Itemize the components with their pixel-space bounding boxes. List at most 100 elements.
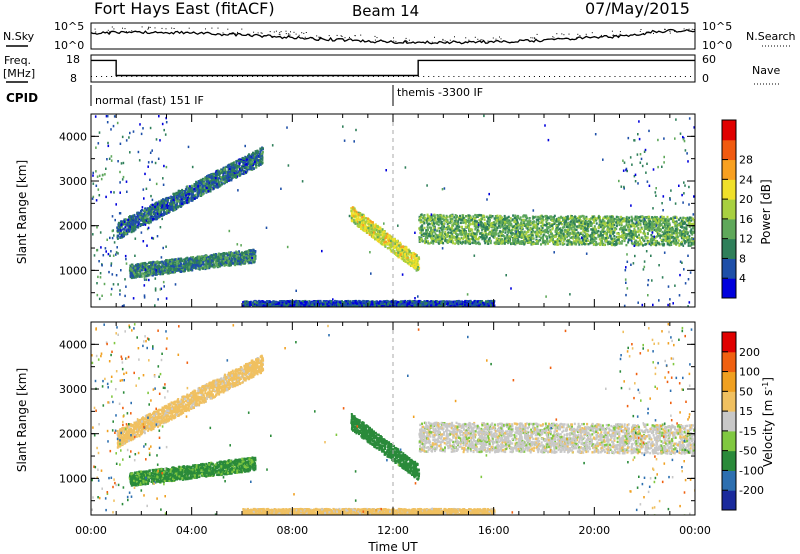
scatter-cell [563,242,566,246]
scatter-cell [224,256,227,259]
scatter-cell [175,258,177,261]
scatter-cell [193,262,196,265]
scatter-cell [208,175,211,178]
scatter-cell [186,185,189,188]
scatter-cell [361,213,364,216]
scatter-cell [147,261,150,264]
scatter-cell [391,249,393,252]
scatter-cell [393,252,396,255]
nave-point [342,76,344,77]
scatter-cell [399,248,402,251]
scatter-cell [134,216,137,219]
scatter-cell [221,171,223,174]
scatter-cell [120,221,123,224]
scatter-cell [234,258,237,261]
scatter-cell [133,228,136,231]
scatter-cell [184,263,187,266]
scatter-cell [177,190,180,194]
scatter-cell [205,259,208,262]
scatter-cell [228,172,231,176]
scatter-cell [359,225,362,228]
scatter-cell [415,254,418,257]
scatter-cell [221,183,223,186]
scatter-cell [185,193,188,196]
nave-point [669,76,671,77]
nsearch-point [232,33,234,34]
scatter-cell [154,212,157,215]
scatter-cell [538,227,541,230]
scatter-cell [232,163,235,166]
scatter-cell [260,148,263,152]
nsearch-point [230,33,232,35]
nsearch-point [318,36,320,38]
nsearch-point [669,32,671,34]
scatter-cell [176,263,179,266]
scatter-cell [395,253,398,256]
nsearch-point [301,32,303,34]
scatter-cell [431,218,434,222]
scatter-cell [412,263,415,266]
scatter-cell [358,218,361,222]
scatter-cell [439,239,442,242]
scatter-cell [173,208,176,211]
scatter-cell [236,165,239,168]
scatter-cell [132,275,135,278]
scatter-cell [416,257,419,260]
scatter-cell [404,256,407,259]
scatter-cell [225,263,228,267]
scatter-cell [121,225,123,228]
nsearch-point [600,34,602,36]
scatter-cell [388,243,391,246]
scatter-cell [255,166,258,169]
scatter-cell [227,171,229,174]
nsearch-point [305,32,307,33]
scatter-cell [158,265,161,269]
nsearch-point [340,35,342,37]
scatter-cell [195,182,198,186]
scatter-cell [377,231,380,234]
nave-point [413,76,415,77]
scatter-cell [245,158,248,161]
scatter-cell [408,263,411,266]
scatter-cell [655,218,658,221]
nsearch-point [111,26,113,28]
nave-point [287,76,289,77]
scatter-cell [218,185,221,188]
nsearch-point [612,34,614,36]
scatter-cell [136,218,139,221]
scatter-cell [568,228,571,231]
scatter-cell [683,226,686,229]
scatter-cell [235,171,238,175]
scatter-cell [151,210,154,213]
scatter-cell [193,185,196,188]
nsearch-point [290,31,291,33]
scatter-cell [356,224,359,227]
scatter-cell [118,223,121,227]
nave-point [166,76,168,77]
nsearch-point [395,40,397,42]
scatter-cell [116,237,119,240]
scatter-cell [437,223,440,227]
scatter-cell [485,236,488,240]
scatter-cell [235,256,238,259]
scatter-cell [194,266,197,269]
scatter-cell [621,239,624,243]
scatter-cell [202,261,205,264]
scatter-cell [253,258,256,262]
scatter-cell [409,264,412,267]
scatter-cell [639,228,642,232]
scatter-cell [393,250,396,253]
scatter-cell [385,240,388,243]
scatter-cell [130,230,133,234]
scatter-cell [396,243,399,246]
scatter-cell [209,262,212,266]
scatter-cell [169,196,172,199]
scatter-cell [535,238,538,241]
nave-point [146,76,148,77]
nsearch-tick-top: 10^5 [702,20,732,33]
scatter-cell [367,226,370,230]
scatter-cell [175,191,178,195]
scatter-cell [175,261,178,264]
scatter-cell [259,147,262,150]
scatter-cell [150,204,153,207]
